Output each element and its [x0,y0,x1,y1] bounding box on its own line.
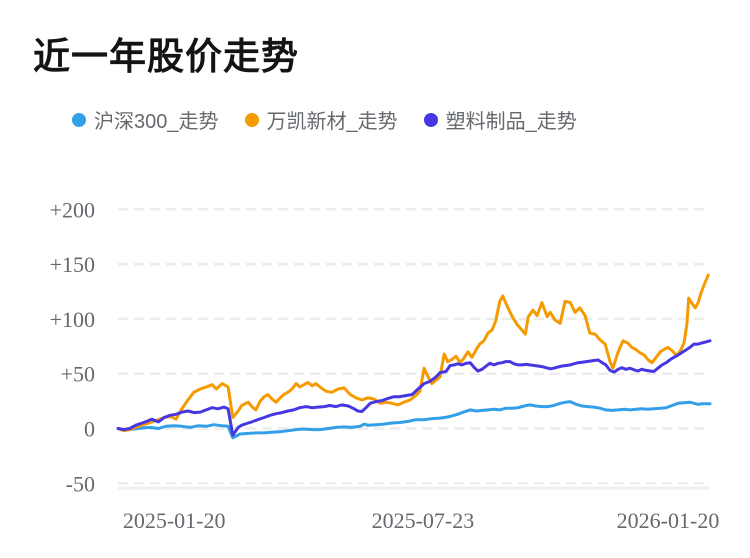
legend-dot-icon [423,112,438,127]
legend-dot-icon [244,112,259,127]
legend-label: 沪深300_走势 [94,111,219,133]
legend-item-hs300[interactable]: 沪深300_走势 [72,105,219,134]
y-axis-label: 0 [84,417,95,442]
chart-title: 近一年股价走势 [33,36,299,77]
legend-label: 万凯新材_走势 [266,111,398,133]
y-axis-label: +200 [50,197,95,222]
y-axis-label: +50 [61,362,95,387]
series-line-2 [116,339,712,437]
y-axis-label: -50 [66,471,95,496]
series-line-1 [116,273,710,433]
x-axis-label: 2025-01-20 [123,508,226,533]
y-axis-label: +150 [50,252,95,277]
x-axis-label: 2026-01-20 [617,508,720,533]
chart-legend: 沪深300_走势 万凯新材_走势 塑料制品_走势 [72,105,577,134]
legend-dot-icon [72,112,86,127]
series-line-0 [116,400,712,440]
legend-item-plastic[interactable]: 塑料制品_走势 [423,105,577,134]
y-axis-label: +100 [50,307,95,332]
x-axis-label: 2025-07-23 [372,508,475,533]
legend-label: 塑料制品_走势 [445,111,577,133]
legend-item-wankai[interactable]: 万凯新材_走势 [244,105,398,134]
